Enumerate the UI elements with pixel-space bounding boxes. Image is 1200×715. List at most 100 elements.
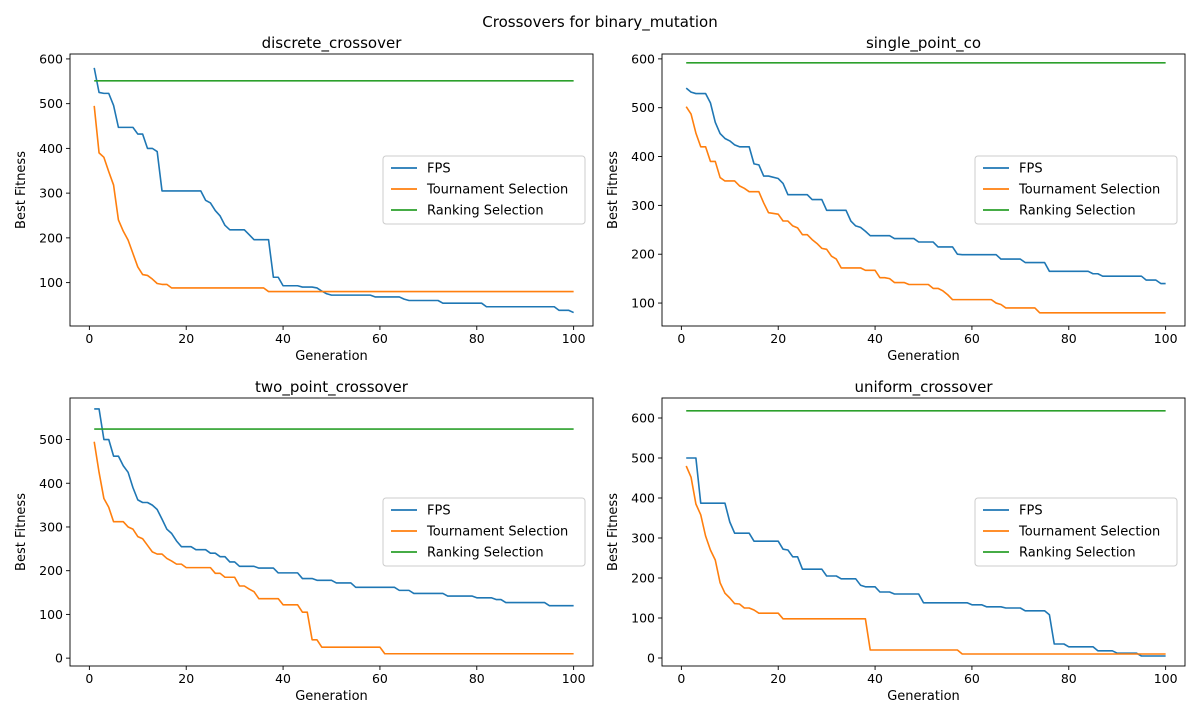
x-tick-label: 40 [275, 671, 291, 686]
legend-label-tournament: Tournament Selection [426, 183, 568, 198]
series-line-tournament [93, 441, 574, 655]
y-tick-label: 100 [39, 607, 63, 622]
y-tick-label: 600 [631, 411, 655, 426]
series-line-fps [686, 457, 1166, 657]
y-tick-label: 200 [631, 247, 655, 262]
legend-label-tournament: Tournament Selection [426, 525, 568, 540]
y-axis-label: Best Fitness [14, 151, 29, 229]
legend-box [974, 497, 1178, 567]
x-tick-label: 60 [964, 671, 980, 686]
subplot-title: discrete_crossover [262, 34, 403, 53]
figure-suptitle: Crossovers for binary_mutation [482, 13, 717, 32]
legend-label-fps: FPS [1019, 162, 1043, 177]
legend-box [974, 155, 1178, 225]
y-tick-label: 500 [39, 432, 63, 447]
axes-frame [69, 53, 594, 327]
y-tick-label: 600 [631, 51, 655, 66]
x-tick-label: 40 [867, 331, 883, 346]
x-tick-label: 20 [770, 331, 786, 346]
legend: FPS Tournament Selection Ranking Selection [974, 497, 1178, 567]
y-axis-label: Best Fitness [14, 493, 29, 571]
axes-frame [661, 397, 1186, 667]
y-tick-label: 200 [39, 230, 63, 245]
y-tick-label: 400 [39, 141, 63, 156]
x-axis-label: Generation [887, 689, 960, 704]
subplot-title: two_point_crossover [255, 378, 409, 397]
x-tick-label: 100 [562, 331, 586, 346]
x-tick-label: 0 [85, 331, 93, 346]
x-tick-label: 100 [1154, 671, 1178, 686]
x-tick-label: 20 [770, 671, 786, 686]
y-tick-label: 300 [631, 198, 655, 213]
x-tick-label: 0 [677, 671, 685, 686]
legend-label-ranking: Ranking Selection [427, 204, 544, 219]
legend-label-tournament: Tournament Selection [1018, 525, 1160, 540]
x-tick-label: 60 [372, 671, 388, 686]
x-tick-label: 40 [867, 671, 883, 686]
x-tick-label: 100 [1154, 331, 1178, 346]
x-tick-label: 60 [372, 331, 388, 346]
legend-label-tournament: Tournament Selection [1018, 183, 1160, 198]
y-tick-label: 400 [39, 476, 63, 491]
subplot-discrete_crossover: 0 20 40 60 80 100 100 200 300 400 500 600 discrete_c… [14, 34, 594, 364]
legend-label-ranking: Ranking Selection [1019, 546, 1136, 561]
x-tick-label: 80 [469, 331, 485, 346]
series-line-fps [94, 408, 574, 607]
y-tick-label: 500 [39, 96, 63, 111]
subplot-single_point_co: 0 20 40 60 80 100 100 200 300 400 500 600 single_poi… [606, 34, 1186, 364]
x-tick-label: 0 [677, 331, 685, 346]
y-axis-label: Best Fitness [606, 493, 621, 571]
x-axis-label: Generation [887, 349, 960, 364]
series-line-tournament [93, 105, 574, 293]
series-line-fps [93, 67, 574, 314]
y-tick-label: 300 [39, 186, 63, 201]
x-axis-label: Generation [295, 349, 368, 364]
x-tick-label: 60 [964, 331, 980, 346]
legend-label-ranking: Ranking Selection [1019, 204, 1136, 219]
y-tick-label: 400 [631, 149, 655, 164]
legend: FPS Tournament Selection Ranking Selection [382, 497, 586, 567]
x-tick-label: 100 [562, 671, 586, 686]
subplot-title: single_point_co [866, 34, 981, 53]
y-tick-label: 100 [631, 296, 655, 311]
legend: FPS Tournament Selection Ranking Selection [974, 155, 1178, 225]
legend-box [382, 155, 586, 225]
subplot-uniform_crossover: 0 20 40 60 80 100 0 100 200 300 400 500 600 uniform_c… [606, 378, 1186, 704]
x-tick-label: 20 [178, 671, 194, 686]
y-tick-label: 100 [631, 611, 655, 626]
y-tick-label: 300 [631, 531, 655, 546]
x-tick-label: 40 [275, 331, 291, 346]
legend-label-ranking: Ranking Selection [427, 546, 544, 561]
y-tick-label: 0 [55, 651, 63, 666]
x-tick-label: 80 [1061, 671, 1077, 686]
legend-box [382, 497, 586, 567]
y-tick-label: 200 [631, 571, 655, 586]
y-tick-label: 500 [631, 100, 655, 115]
legend-label-fps: FPS [1019, 504, 1043, 519]
x-tick-label: 80 [1061, 331, 1077, 346]
y-tick-label: 500 [631, 451, 655, 466]
series-line-tournament [685, 106, 1166, 314]
x-axis-label: Generation [295, 689, 368, 704]
y-tick-label: 200 [39, 563, 63, 578]
y-tick-label: 0 [647, 651, 655, 666]
y-tick-label: 300 [39, 519, 63, 534]
axes-frame [69, 397, 594, 667]
y-axis-label: Best Fitness [606, 151, 621, 229]
series-line-fps [685, 87, 1166, 285]
subplot-two_point_crossover: 0 20 40 60 80 100 0 100 200 300 400 500 two_point_cr… [14, 378, 594, 704]
legend: FPS Tournament Selection Ranking Selection [382, 155, 586, 225]
legend-label-fps: FPS [427, 162, 451, 177]
y-tick-label: 600 [39, 51, 63, 66]
axes-frame [661, 53, 1186, 327]
x-tick-label: 80 [469, 671, 485, 686]
series-line-tournament [685, 465, 1166, 655]
x-tick-label: 20 [178, 331, 194, 346]
subplot-title: uniform_crossover [855, 378, 994, 397]
x-tick-label: 0 [85, 671, 93, 686]
y-tick-label: 400 [631, 491, 655, 506]
y-tick-label: 100 [39, 275, 63, 290]
legend-label-fps: FPS [427, 504, 451, 519]
